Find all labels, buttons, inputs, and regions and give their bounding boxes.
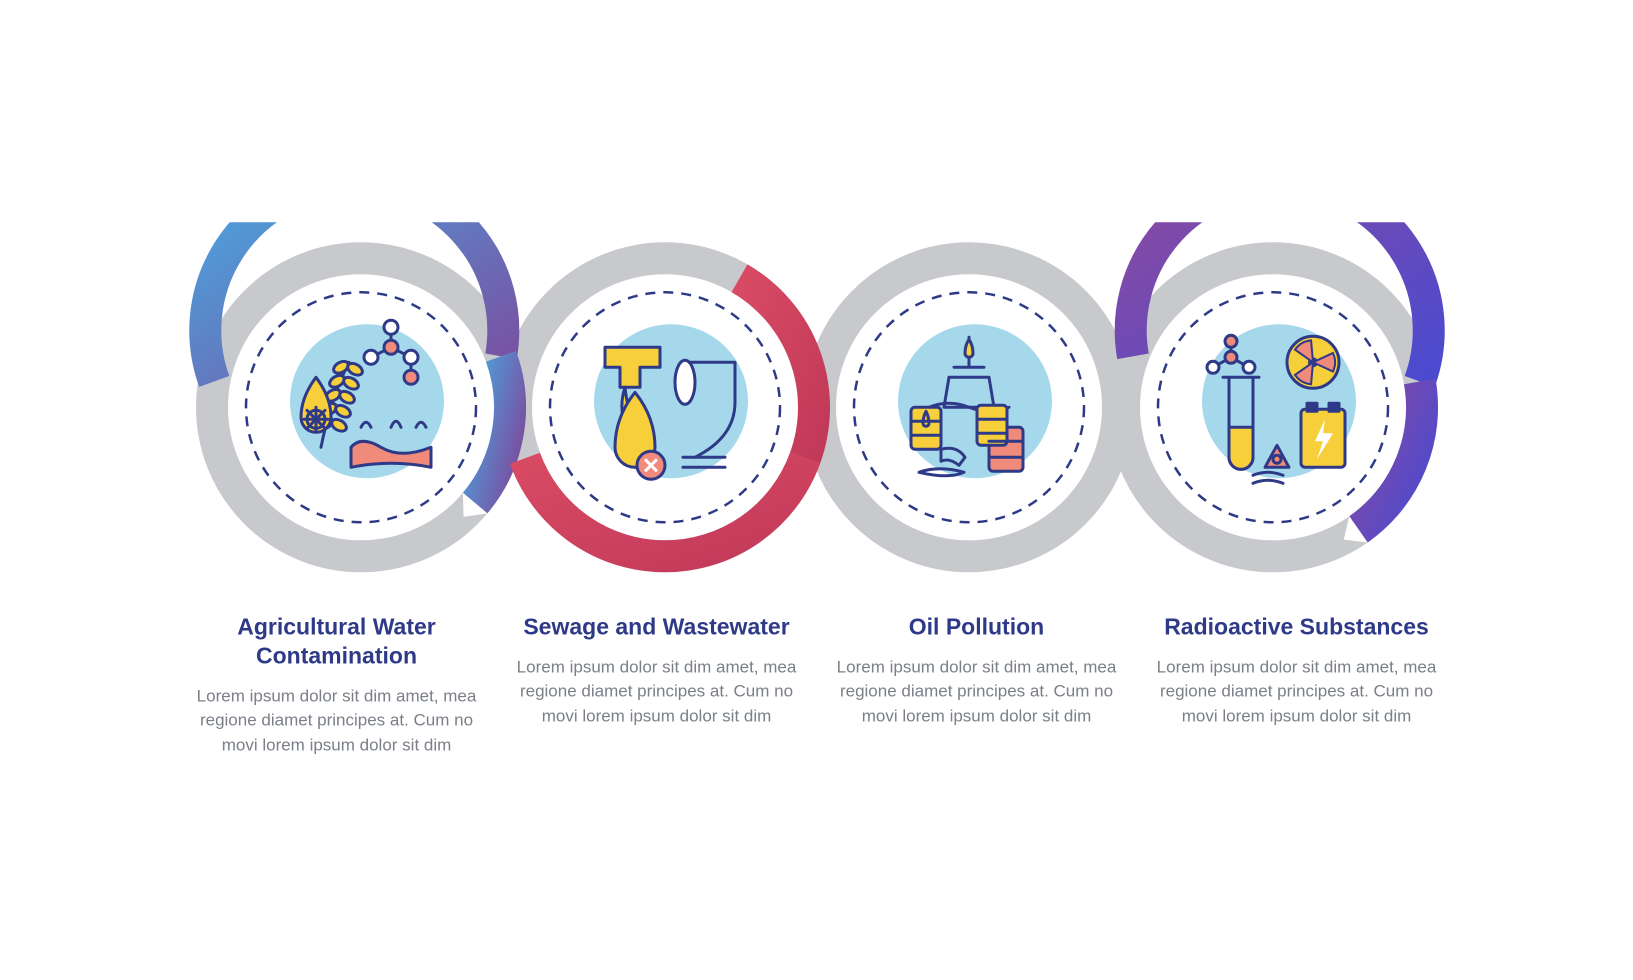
item-title: Oil Pollution	[835, 612, 1119, 641]
icon-agriculture	[251, 297, 471, 517]
item-col-3: Radioactive Substances Lorem ipsum dolor …	[1137, 612, 1457, 757]
labels-row: Agricultural Water Contamination Lorem ip…	[177, 612, 1457, 757]
icon-radioactive	[1163, 297, 1383, 517]
item-col-1: Sewage and Wastewater Lorem ipsum dolor s…	[497, 612, 817, 757]
item-body: Lorem ipsum dolor sit dim amet, mea regi…	[835, 655, 1119, 729]
item-body: Lorem ipsum dolor sit dim amet, mea regi…	[195, 684, 479, 758]
icon-oil	[859, 297, 1079, 517]
rings-row	[177, 222, 1457, 592]
item-title: Sewage and Wastewater	[515, 612, 799, 641]
item-col-0: Agricultural Water Contamination Lorem ip…	[177, 612, 497, 757]
infographic-stage: Agricultural Water Contamination Lorem ip…	[177, 222, 1457, 757]
item-title: Agricultural Water Contamination	[195, 612, 479, 670]
item-body: Lorem ipsum dolor sit dim amet, mea regi…	[1155, 655, 1439, 729]
icon-sewage	[555, 297, 775, 517]
item-title: Radioactive Substances	[1155, 612, 1439, 641]
item-col-2: Oil Pollution Lorem ipsum dolor sit dim a…	[817, 612, 1137, 757]
item-body: Lorem ipsum dolor sit dim amet, mea regi…	[515, 655, 799, 729]
